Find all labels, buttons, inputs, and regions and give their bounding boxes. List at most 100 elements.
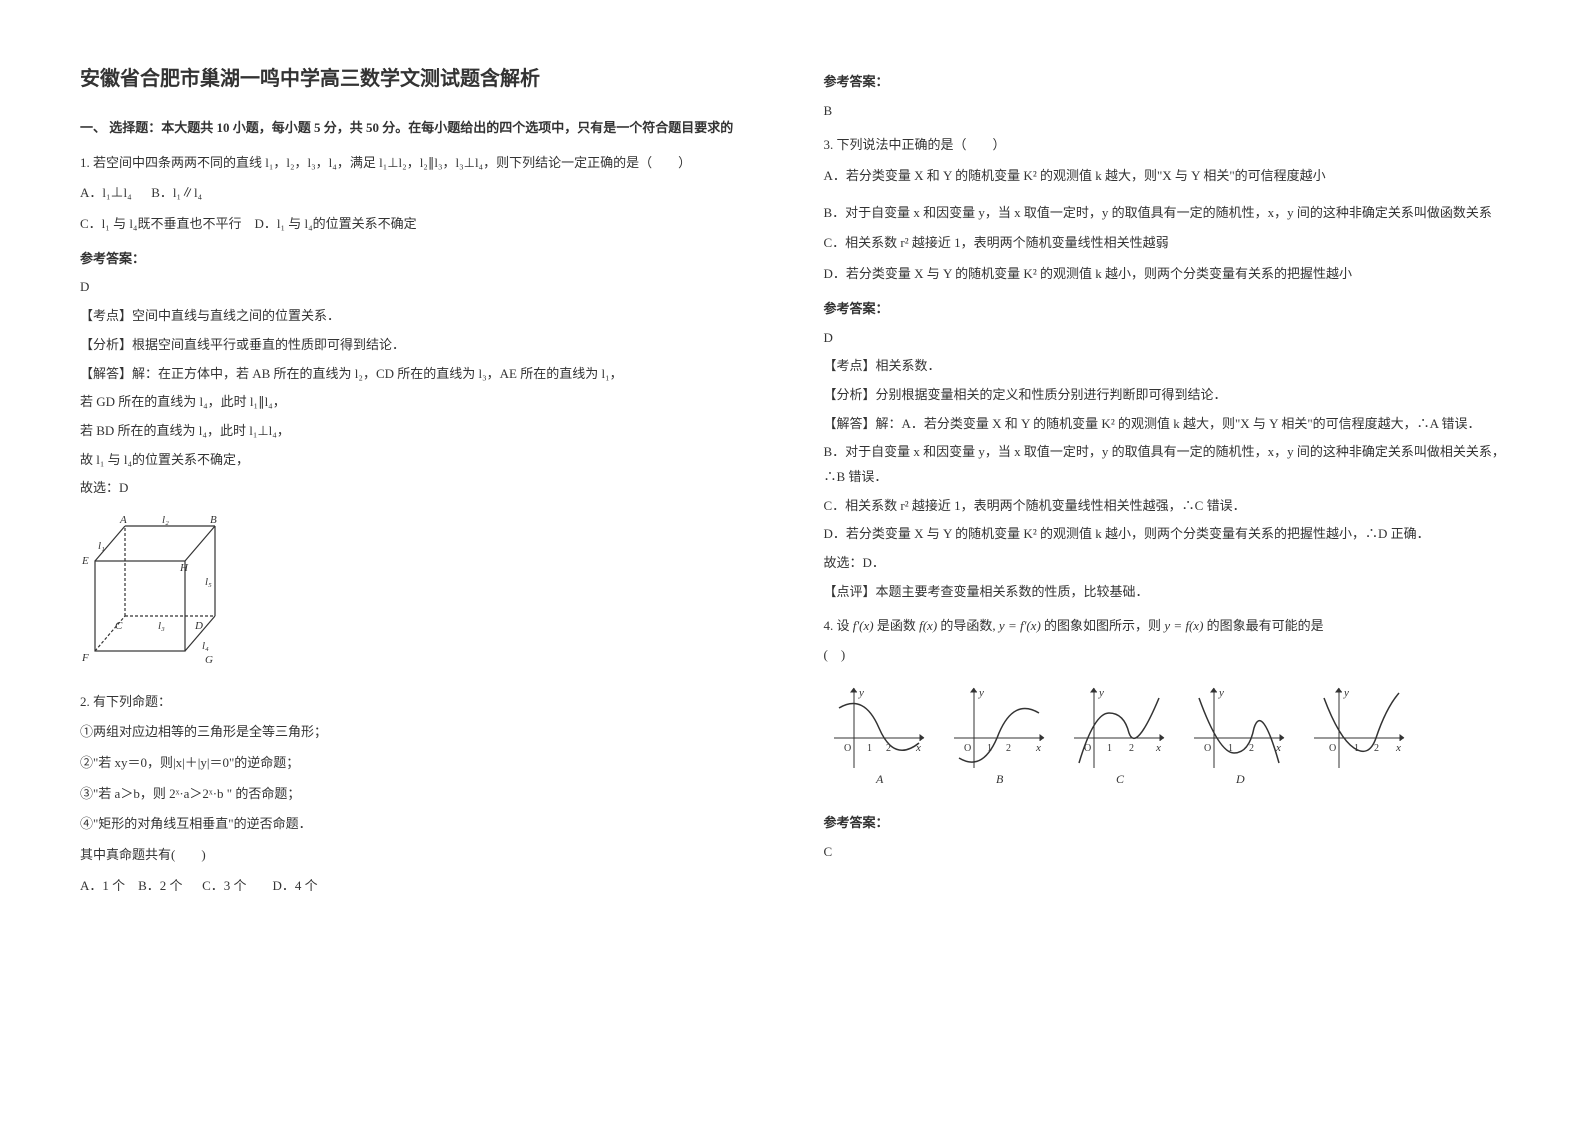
- xl-A: x: [915, 742, 921, 754]
- q3-optB: B．对于自变量 x 和因变量 y，当 x 取值一定时，y 的取值具有一定的随机性…: [824, 201, 1508, 226]
- cube-H: H: [179, 562, 189, 574]
- xl-B: x: [1035, 742, 1041, 754]
- labB: B: [996, 772, 1004, 786]
- yl-B: y: [978, 687, 984, 699]
- t2-D: 2: [1249, 743, 1254, 754]
- q1-ans-label: 参考答案：: [80, 247, 764, 272]
- cube-l4: l₄: [202, 640, 209, 652]
- right-column: 参考答案： B 3. 下列说法中正确的是（ ） A．若分类变量 X 和 Y 的随…: [824, 60, 1508, 1062]
- yl-P: y: [1343, 687, 1349, 699]
- q3-ans-label: 参考答案：: [824, 297, 1508, 322]
- q4-stem-c: 的导函数,: [940, 618, 995, 633]
- q2-p1: ①两组对应边相等的三角形是全等三角形；: [80, 720, 764, 745]
- O-C: O: [1084, 743, 1091, 754]
- q4-f2: f(x): [919, 618, 937, 633]
- t1-A: 1: [867, 743, 872, 754]
- t1-P: 1: [1354, 743, 1359, 754]
- q4-ans-label: 参考答案：: [824, 811, 1508, 836]
- q1-optA: A．l₁⊥l₄: [80, 185, 132, 200]
- q4-f4: y = f(x): [1164, 618, 1203, 633]
- t1-D: 1: [1228, 743, 1233, 754]
- q4-stem: 4. 设 f'(x) 是函数 f(x) 的导函数, y = f'(x) 的图象如…: [824, 614, 1508, 639]
- labD: D: [1235, 772, 1245, 786]
- q4-f1: f'(x): [853, 618, 874, 633]
- q3-exp3: 【解答】解：A．若分类变量 X 和 Y 的随机变量 K² 的观测值 k 越大，则…: [824, 412, 1508, 437]
- q2-ans: B: [824, 99, 1508, 124]
- cube-diagram: A B C D E F G H l₁ l₂ l₃ l₄ l₅: [80, 511, 764, 680]
- O-D: O: [1204, 743, 1211, 754]
- q1-optC: C．l₁ 与 l₄既不垂直也不平行: [80, 216, 241, 231]
- left-column: 安徽省合肥市巢湖一鸣中学高三数学文测试题含解析 一、 选择题：本大题共 10 小…: [80, 60, 764, 1062]
- yl-C: y: [1098, 687, 1104, 699]
- q2-p4: ④"矩形的对角线互相垂直"的逆否命题．: [80, 812, 764, 837]
- q2-p3: ③"若 a＞b，则 2ˣ·a＞2ˣ·b " 的否命题；: [80, 782, 764, 807]
- t2-P: 2: [1374, 743, 1379, 754]
- q4-f3: y = f'(x): [999, 618, 1041, 633]
- cube-l5: l₅: [205, 576, 212, 588]
- cube-G: G: [205, 654, 213, 666]
- xl-C: x: [1155, 742, 1161, 754]
- section-heading: 一、 选择题：本大题共 10 小题，每小题 5 分，共 50 分。在每小题给出的…: [80, 116, 764, 141]
- q2-optD: D．4 个: [272, 878, 317, 893]
- q4-graphs-svg: y x O 1 2 A y x O 1: [824, 683, 1424, 788]
- xl-P: x: [1395, 742, 1401, 754]
- q1-optD: D．l₁ 与 l₄的位置关系不确定: [254, 216, 416, 231]
- O-A: O: [844, 743, 851, 754]
- main-title: 安徽省合肥市巢湖一鸣中学高三数学文测试题含解析: [80, 60, 764, 98]
- O-P: O: [1329, 743, 1336, 754]
- q3-optA: A．若分类变量 X 和 Y 的随机变量 K² 的观测值 k 越大，则"X 与 Y…: [824, 164, 1508, 189]
- q4-graphs: y x O 1 2 A y x O 1: [824, 683, 1508, 797]
- q1-exp2: 【分析】根据空间直线平行或垂直的性质即可得到结论．: [80, 333, 764, 358]
- q3-optC: C．相关系数 r² 越接近 1，表明两个随机变量线性相关性越弱: [824, 231, 1508, 256]
- q1-exp1: 【考点】空间中直线与直线之间的位置关系．: [80, 304, 764, 329]
- labA: A: [875, 772, 884, 786]
- q3-exp5: C．相关系数 r² 越接近 1，表明两个随机变量线性相关性越强，∴C 错误．: [824, 494, 1508, 519]
- q4-stem-b: 是函数: [877, 618, 916, 633]
- q4-stem-a: 4. 设: [824, 618, 850, 633]
- q2-p2: ②"若 xy＝0，则|x|＋|y|＝0"的逆命题；: [80, 751, 764, 776]
- q3-optD: D．若分类变量 X 与 Y 的随机变量 K² 的观测值 k 越小，则两个分类变量…: [824, 262, 1508, 287]
- labC: C: [1116, 772, 1125, 786]
- t2-C: 2: [1129, 743, 1134, 754]
- t1-C: 1: [1107, 743, 1112, 754]
- cube-l1: l₁: [98, 540, 105, 552]
- q3-exp6: D．若分类变量 X 与 Y 的随机变量 K² 的观测值 k 越小，则两个分类变量…: [824, 522, 1508, 547]
- q2-options: A．1 个 B．2 个 C．3 个 D．4 个: [80, 874, 764, 899]
- q2-optA: A．1 个: [80, 878, 125, 893]
- q1-exp3: 【解答】解：在正方体中，若 AB 所在的直线为 l₂，CD 所在的直线为 l₃，…: [80, 362, 764, 387]
- q2-tail: 其中真命题共有( ): [80, 843, 764, 868]
- q3-ans: D: [824, 326, 1508, 351]
- q2-optC: C．3 个: [202, 878, 246, 893]
- cube-D: D: [194, 620, 203, 632]
- q1-options-cd: C．l₁ 与 l₄既不垂直也不平行 D．l₁ 与 l₄的位置关系不确定: [80, 212, 764, 237]
- q1-optB: B．l₁∥l₄: [151, 185, 202, 200]
- xl-D: x: [1275, 742, 1281, 754]
- q1-ans: D: [80, 275, 764, 300]
- q2-stem: 2. 有下列命题：: [80, 690, 764, 715]
- q4-stem-d: 的图象如图所示，则: [1044, 618, 1161, 633]
- q3-exp8: 【点评】本题主要考查变量相关系数的性质，比较基础．: [824, 580, 1508, 605]
- q3-exp4: B．对于自变量 x 和因变量 y，当 x 取值一定时，y 的取值具有一定的随机性…: [824, 440, 1508, 489]
- cube-F: F: [81, 652, 89, 664]
- q4-stem-e: 的图象最有可能的是: [1207, 618, 1324, 633]
- q1-exp5: 若 BD 所在的直线为 l₄，此时 l₁⊥l₄，: [80, 419, 764, 444]
- q1-exp6: 故 l₁ 与 l₄的位置关系不确定，: [80, 448, 764, 473]
- q3-exp1: 【考点】相关系数．: [824, 354, 1508, 379]
- q1-options-ab: A．l₁⊥l₄ B．l₁∥l₄: [80, 181, 764, 206]
- q2-optB: B．2 个: [138, 878, 182, 893]
- cube-A: A: [119, 514, 127, 526]
- cube-E: E: [81, 555, 89, 567]
- yl-A: y: [858, 687, 864, 699]
- q4-ans: C: [824, 840, 1508, 865]
- cube-svg: A B C D E F G H l₁ l₂ l₃ l₄ l₅: [80, 511, 220, 671]
- q4-stem-f: ( ): [824, 643, 1508, 668]
- cube-l3: l₃: [158, 620, 165, 632]
- q1-exp4: 若 GD 所在的直线为 l₄，此时 l₁∥l₄，: [80, 390, 764, 415]
- q3-exp2: 【分析】分别根据变量相关的定义和性质分别进行判断即可得到结论．: [824, 383, 1508, 408]
- t1-B: 1: [987, 743, 992, 754]
- t2-B: 2: [1006, 743, 1011, 754]
- cube-B: B: [210, 514, 217, 526]
- q2-ans-label: 参考答案：: [824, 70, 1508, 95]
- cube-C: C: [115, 620, 123, 632]
- q3-exp7: 故选：D．: [824, 551, 1508, 576]
